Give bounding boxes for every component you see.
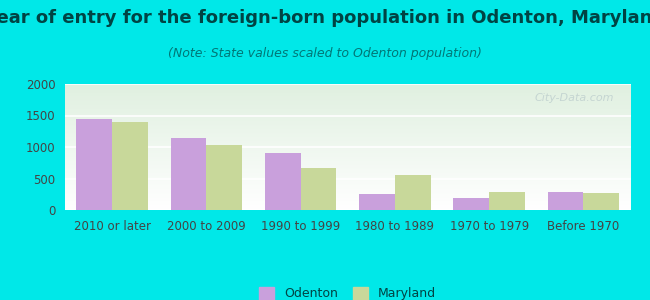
- Bar: [207, 146, 242, 210]
- Bar: [76, 119, 112, 210]
- Bar: [300, 168, 337, 210]
- Legend: Odenton, Maryland: Odenton, Maryland: [254, 282, 441, 300]
- Bar: [547, 192, 583, 210]
- Text: City-Data.com: City-Data.com: [534, 93, 614, 103]
- Bar: [265, 153, 300, 210]
- Text: Year of entry for the foreign-born population in Odenton, Maryland: Year of entry for the foreign-born popul…: [0, 9, 650, 27]
- Text: (Note: State values scaled to Odenton population): (Note: State values scaled to Odenton po…: [168, 46, 482, 59]
- Bar: [170, 137, 207, 210]
- Bar: [359, 194, 395, 210]
- Bar: [489, 192, 525, 210]
- Bar: [112, 122, 148, 210]
- Bar: [395, 175, 431, 210]
- Bar: [584, 193, 619, 210]
- Bar: [453, 198, 489, 210]
